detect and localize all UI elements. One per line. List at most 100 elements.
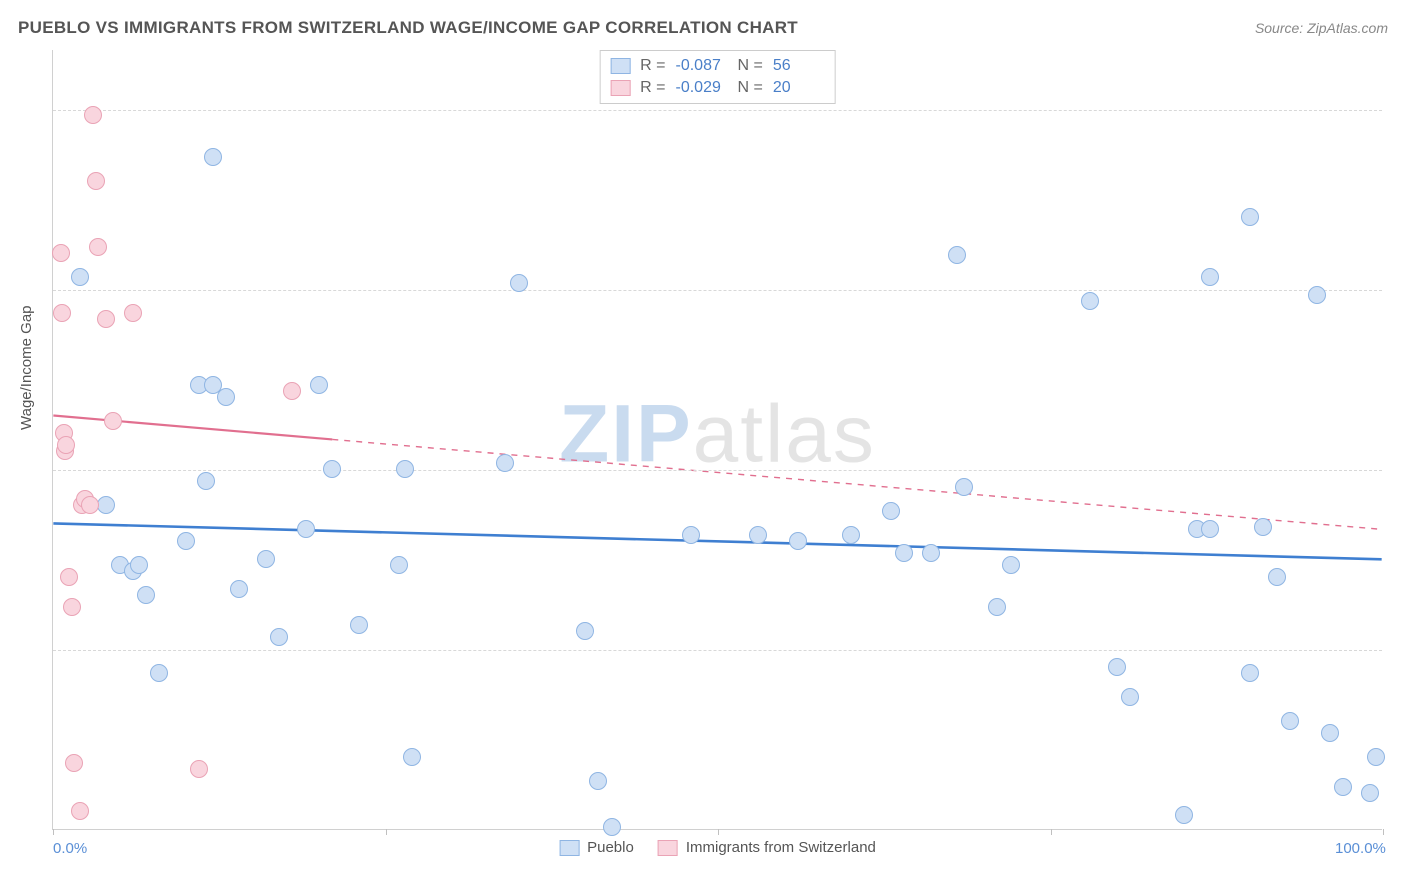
x-tick — [1051, 829, 1052, 835]
scatter-point — [948, 246, 966, 264]
scatter-point — [1081, 292, 1099, 310]
scatter-point — [842, 526, 860, 544]
scatter-point — [177, 532, 195, 550]
legend-swatch — [559, 840, 579, 856]
scatter-point — [217, 388, 235, 406]
grid-line — [53, 650, 1382, 651]
stats-row: R =-0.029N =20 — [610, 77, 825, 99]
scatter-point — [97, 310, 115, 328]
bottom-legend: Pueblo Immigrants from Switzerland — [559, 833, 876, 856]
scatter-point — [1002, 556, 1020, 574]
y-tick-label: 60.0% — [1392, 102, 1406, 119]
scatter-point — [270, 628, 288, 646]
plot-area: ZIPatlas R =-0.087N =56R =-0.029N =20 Pu… — [52, 50, 1382, 830]
scatter-point — [71, 268, 89, 286]
x-tick — [718, 829, 719, 835]
grid-line — [53, 470, 1382, 471]
x-tick — [1383, 829, 1384, 835]
scatter-point — [130, 556, 148, 574]
legend-label: Immigrants from Switzerland — [686, 839, 876, 856]
scatter-point — [1361, 784, 1379, 802]
title-bar: PUEBLO VS IMMIGRANTS FROM SWITZERLAND WA… — [18, 18, 1388, 38]
scatter-point — [1321, 724, 1339, 742]
stats-row: R = -0.087 N = 56 — [610, 55, 825, 77]
scatter-point — [789, 532, 807, 550]
scatter-point — [1241, 208, 1259, 226]
scatter-point — [1367, 748, 1385, 766]
scatter-point — [230, 580, 248, 598]
legend-label: Pueblo — [587, 839, 634, 856]
scatter-point — [603, 818, 621, 836]
scatter-point — [403, 748, 421, 766]
scatter-point — [57, 436, 75, 454]
scatter-point — [204, 148, 222, 166]
scatter-point — [87, 172, 105, 190]
y-axis-label: Wage/Income Gap — [18, 305, 35, 430]
scatter-point — [1201, 520, 1219, 538]
y-tick-label: 45.0% — [1392, 282, 1406, 299]
stat-r-label: R = — [640, 57, 665, 75]
scatter-point — [1201, 268, 1219, 286]
stat-n-label: N = — [738, 57, 763, 75]
stat-n-value: 56 — [773, 57, 825, 75]
source-label: Source: ZipAtlas.com — [1255, 20, 1388, 36]
scatter-point — [882, 502, 900, 520]
legend-swatch — [658, 840, 678, 856]
stat-n-label: N = — [738, 79, 763, 97]
scatter-point — [190, 760, 208, 778]
scatter-point — [895, 544, 913, 562]
scatter-point — [1121, 688, 1139, 706]
scatter-point — [197, 472, 215, 490]
x-tick — [386, 829, 387, 835]
legend-swatch — [610, 80, 630, 96]
scatter-point — [137, 586, 155, 604]
watermark-atlas: atlas — [693, 388, 876, 479]
scatter-point — [310, 376, 328, 394]
scatter-point — [150, 664, 168, 682]
scatter-point — [1308, 286, 1326, 304]
scatter-point — [496, 454, 514, 472]
stat-r-label: R = — [640, 79, 665, 97]
watermark-zip: ZIP — [559, 388, 693, 479]
scatter-point — [955, 478, 973, 496]
y-tick-label: 30.0% — [1392, 462, 1406, 479]
scatter-point — [589, 772, 607, 790]
trend-lines — [53, 50, 1382, 829]
scatter-point — [81, 496, 99, 514]
legend-swatch — [610, 58, 630, 74]
scatter-point — [1108, 658, 1126, 676]
scatter-point — [104, 412, 122, 430]
scatter-point — [1254, 518, 1272, 536]
scatter-point — [1268, 568, 1286, 586]
scatter-point — [97, 496, 115, 514]
stat-n-value: 20 — [773, 79, 825, 97]
y-tick-label: 15.0% — [1392, 642, 1406, 659]
scatter-point — [988, 598, 1006, 616]
stats-legend: R =-0.087N =56R =-0.029N =20 — [599, 50, 836, 104]
scatter-point — [71, 802, 89, 820]
grid-line — [53, 110, 1382, 111]
chart-title: PUEBLO VS IMMIGRANTS FROM SWITZERLAND WA… — [18, 18, 798, 38]
scatter-point — [283, 382, 301, 400]
scatter-point — [257, 550, 275, 568]
scatter-point — [749, 526, 767, 544]
scatter-point — [297, 520, 315, 538]
scatter-point — [682, 526, 700, 544]
scatter-point — [1334, 778, 1352, 796]
scatter-point — [63, 598, 81, 616]
scatter-point — [1175, 806, 1193, 824]
scatter-point — [1281, 712, 1299, 730]
x-tick — [53, 829, 54, 835]
legend-item: Immigrants from Switzerland — [658, 839, 876, 856]
stat-r-value: -0.087 — [676, 57, 728, 75]
scatter-point — [84, 106, 102, 124]
scatter-point — [65, 754, 83, 772]
scatter-point — [576, 622, 594, 640]
scatter-point — [53, 304, 71, 322]
scatter-point — [350, 616, 368, 634]
x-tick-label: 100.0% — [1335, 840, 1386, 857]
scatter-point — [52, 244, 70, 262]
grid-line — [53, 290, 1382, 291]
legend-item: Pueblo — [559, 839, 634, 856]
x-tick-label: 0.0% — [53, 840, 87, 857]
